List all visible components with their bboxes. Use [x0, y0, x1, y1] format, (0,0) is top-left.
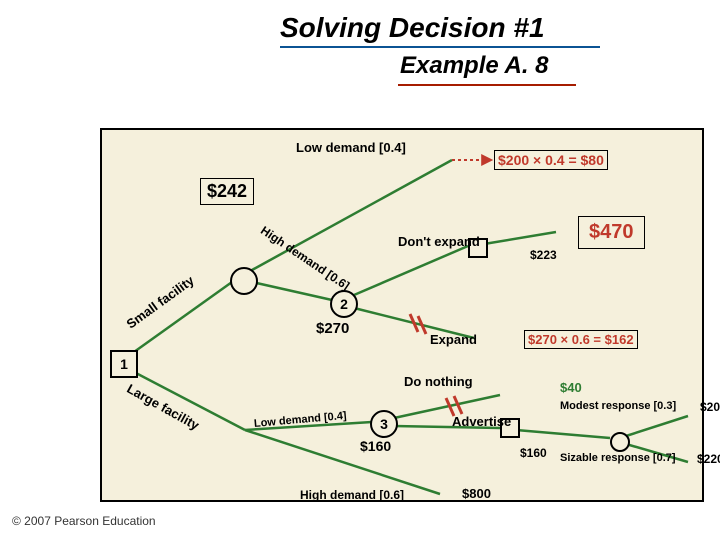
label-advertise: Advertise [452, 414, 511, 429]
event-node-e2: 2 [330, 290, 358, 318]
payoff-dont-expand: $470 [578, 216, 645, 249]
label-dont-expand: Don't expand [398, 234, 480, 249]
event-node-eR [610, 432, 630, 452]
page-subtitle: Example A. 8 [400, 52, 549, 80]
copyright-footer: © 2007 Pearson Education [12, 514, 156, 528]
label-high-demand-bot: High demand [0.6] [300, 488, 404, 502]
expand-calc: $270 × 0.6 = $162 [524, 330, 638, 349]
label-do-nothing: Do nothing [404, 374, 473, 389]
event-node-e3-label: 3 [380, 416, 388, 432]
decision-node-1-label: 1 [120, 356, 128, 372]
payoff-sizable: $220 [697, 452, 720, 466]
event-node-e3: 3 [370, 410, 398, 438]
calc-top: $200 × 0.4 = $80 [494, 150, 608, 170]
payoff-modest: $20 [700, 400, 720, 414]
label-sizable: Sizable response [0.7] [560, 452, 676, 464]
subtitle-underline-red [398, 84, 576, 86]
label-expand: Expand [430, 332, 477, 347]
e1-value: $242 [200, 178, 254, 205]
payoff-advertise-sub: $160 [520, 446, 547, 460]
decision-node-1: 1 [110, 350, 138, 378]
e2-value: $270 [316, 320, 349, 337]
payoff-dont-expand-sub: $223 [530, 248, 557, 262]
label-low-demand-top: Low demand [0.4] [296, 140, 406, 155]
event-node-e2-label: 2 [340, 296, 348, 312]
e3-value: $160 [360, 438, 391, 454]
payoff-do-nothing: $40 [560, 380, 582, 395]
event-node-e1 [230, 267, 258, 295]
page-title: Solving Decision #1 [280, 12, 545, 44]
payoff-bottom: $800 [462, 486, 491, 501]
title-underline-blue [280, 46, 600, 48]
label-modest: Modest response [0.3] [560, 400, 676, 412]
